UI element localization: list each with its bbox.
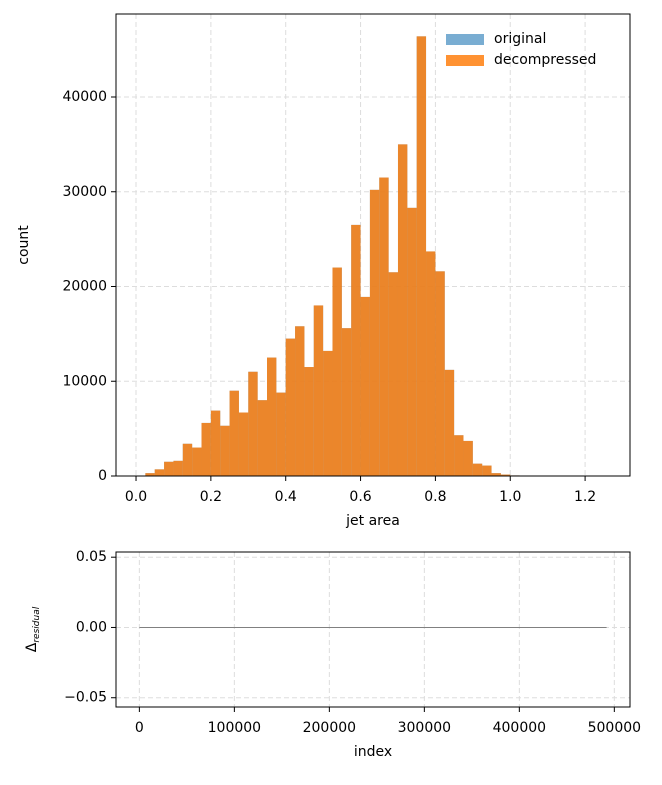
bar bbox=[164, 462, 173, 476]
legend-label: original bbox=[494, 31, 546, 47]
bar bbox=[155, 469, 164, 476]
y-tick-label: 40000 bbox=[62, 89, 107, 105]
x-tick-label: 500000 bbox=[588, 720, 641, 736]
bar bbox=[463, 441, 472, 476]
x-tick-label: 1.2 bbox=[574, 489, 596, 505]
x-tick-label: 0 bbox=[135, 720, 144, 736]
y-tick-label: 10000 bbox=[62, 373, 107, 389]
legend-swatch bbox=[446, 55, 484, 66]
y-axis-label: count bbox=[16, 225, 32, 265]
legend-label: decompressed bbox=[494, 52, 596, 68]
bar bbox=[304, 367, 313, 476]
bar bbox=[398, 144, 407, 476]
bar bbox=[379, 178, 388, 476]
bar bbox=[314, 305, 323, 476]
bar bbox=[211, 411, 220, 476]
bar bbox=[248, 372, 257, 476]
x-axis-label: jet area bbox=[345, 513, 400, 529]
x-tick-label: 0.6 bbox=[349, 489, 371, 505]
y-tick-label: 30000 bbox=[62, 184, 107, 200]
x-tick-label: 300000 bbox=[398, 720, 451, 736]
bar bbox=[173, 461, 182, 476]
x-tick-label: 400000 bbox=[493, 720, 546, 736]
y-tick-label: 0 bbox=[98, 468, 107, 484]
bar bbox=[239, 413, 248, 476]
bar bbox=[202, 423, 211, 476]
x-tick-label: 0.8 bbox=[424, 489, 446, 505]
bar bbox=[220, 426, 229, 476]
y-tick-label: 20000 bbox=[62, 279, 107, 295]
y-tick-label: 0.00 bbox=[76, 619, 107, 635]
bar bbox=[342, 328, 351, 476]
bar bbox=[361, 297, 370, 476]
axes-frame bbox=[116, 552, 630, 707]
y-axis-label: Δresidual bbox=[24, 606, 42, 652]
bar bbox=[230, 391, 239, 476]
bar bbox=[454, 435, 463, 476]
bar bbox=[370, 190, 379, 476]
bar bbox=[435, 271, 444, 476]
bar bbox=[473, 464, 482, 476]
bar bbox=[192, 448, 201, 476]
x-tick-label: 0.2 bbox=[200, 489, 222, 505]
x-tick-label: 200000 bbox=[303, 720, 356, 736]
bar bbox=[407, 208, 416, 476]
bar bbox=[351, 225, 360, 476]
bar bbox=[267, 358, 276, 476]
y-tick-label: 0.05 bbox=[76, 549, 107, 565]
bar bbox=[445, 370, 454, 476]
y-axis-symbol: Δ bbox=[24, 642, 40, 652]
bar bbox=[183, 444, 192, 476]
bar bbox=[323, 351, 332, 476]
bar bbox=[276, 393, 285, 476]
legend-swatch bbox=[446, 34, 484, 45]
x-tick-label: 100000 bbox=[208, 720, 261, 736]
x-tick-label: 0.0 bbox=[125, 489, 147, 505]
bar bbox=[417, 36, 426, 476]
bar bbox=[482, 466, 491, 476]
x-tick-label: 1.0 bbox=[499, 489, 521, 505]
bar bbox=[389, 272, 398, 476]
bar bbox=[426, 251, 435, 476]
y-axis-subscript: residual bbox=[32, 606, 42, 642]
bar bbox=[295, 326, 304, 476]
bar bbox=[332, 268, 341, 476]
y-tick-label: −0.05 bbox=[64, 690, 107, 706]
x-tick-label: 0.4 bbox=[275, 489, 297, 505]
bar bbox=[286, 339, 295, 476]
bar bbox=[258, 400, 267, 476]
x-axis-label: index bbox=[354, 744, 392, 760]
